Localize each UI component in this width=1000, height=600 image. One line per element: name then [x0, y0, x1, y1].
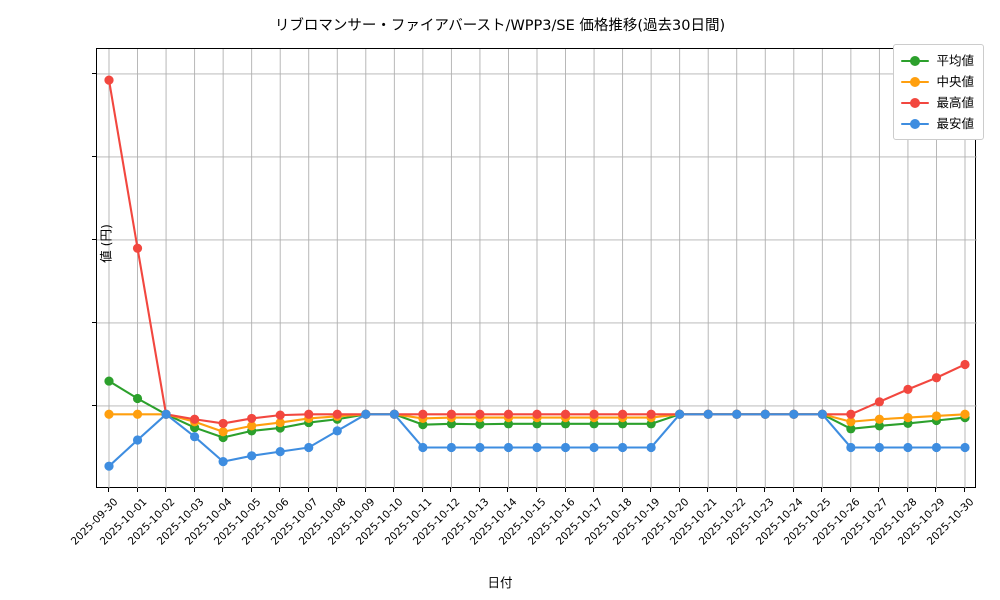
x-tick-mark [364, 488, 366, 492]
x-tick-mark [564, 488, 566, 492]
x-tick-mark [307, 488, 309, 492]
x-tick-mark [193, 488, 195, 492]
plot-area: 値 (円) [96, 48, 977, 489]
x-tick-mark [849, 488, 851, 492]
legend-label: 中央値 [936, 73, 974, 89]
y-tick-mark [92, 155, 96, 157]
series-layer [104, 75, 970, 471]
x-tick-mark [964, 488, 965, 492]
legend-marker-icon [901, 55, 930, 67]
x-tick-mark [279, 488, 281, 492]
x-tick-mark [222, 488, 224, 492]
x-tick-mark [478, 488, 480, 492]
legend-label: 平均値 [936, 52, 974, 68]
series-0 [104, 376, 970, 443]
x-tick-mark [250, 488, 252, 492]
chart-title: リブロマンサー・ファイアバースト/WPP3/SE 価格推移(過去30日間) [274, 18, 726, 34]
y-tick-mark [92, 321, 96, 323]
x-tick-mark [536, 488, 537, 492]
x-tick-mark [735, 488, 737, 492]
legend-label: 最安値 [936, 115, 974, 131]
x-tick-mark [935, 488, 937, 492]
x-tick-mark [165, 488, 167, 492]
x-tick-mark [507, 488, 509, 492]
x-tick-mark [621, 488, 623, 492]
legend-item-0[interactable]: 平均値 [901, 50, 974, 71]
x-tick-mark [707, 488, 709, 492]
x-tick-mark [421, 488, 423, 492]
x-tick-mark [764, 488, 766, 492]
x-tick-mark [450, 488, 452, 492]
y-tick-mark [92, 238, 96, 240]
legend-item-1[interactable]: 中央値 [901, 71, 974, 92]
x-tick-mark [336, 488, 338, 492]
y-axis-label: 値 (円) [98, 224, 114, 263]
x-tick-mark [650, 488, 652, 492]
x-tick-mark [792, 488, 794, 492]
x-tick-labels: 2025-09-30 2025-10-01 2025-10-02 2025-10-03… [69, 488, 976, 588]
y-tick-mark [92, 72, 96, 74]
series-3 [104, 409, 970, 471]
series-2 [104, 75, 970, 429]
chart-legend: 平均値中央値最高値最安値 [893, 44, 984, 140]
y-tick-mark [92, 404, 96, 406]
x-tick-mark [906, 488, 908, 492]
legend-item-2[interactable]: 最高値 [901, 92, 974, 113]
legend-item-3[interactable]: 最安値 [901, 113, 974, 134]
x-tick-mark [108, 488, 109, 492]
legend-marker-icon [901, 97, 930, 109]
legend-marker-icon [901, 76, 930, 88]
legend-label: 最高値 [936, 94, 974, 110]
x-tick-mark [593, 488, 595, 492]
x-tick-mark [678, 488, 680, 492]
legend-marker-icon [901, 118, 930, 130]
x-tick-mark [393, 488, 395, 492]
x-tick-mark [878, 488, 880, 492]
x-axis-label: 日付 [487, 575, 513, 590]
x-tick-mark [821, 488, 823, 492]
x-tick-mark [136, 488, 138, 492]
